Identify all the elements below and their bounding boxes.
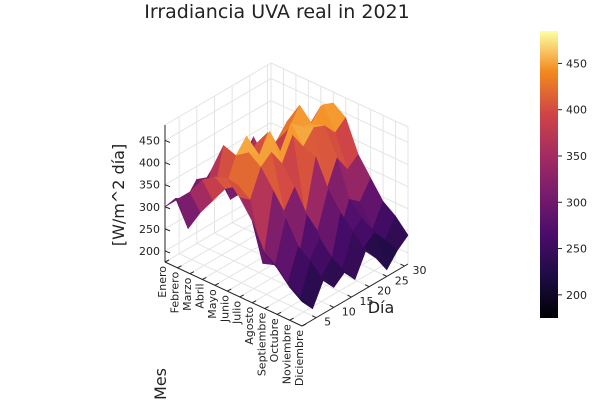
y-tick-mark	[311, 315, 317, 319]
z-axis-label: [W/m^2 día]	[109, 144, 128, 246]
x-tick-label: Febrero	[168, 272, 181, 314]
colorbar-tick-label: 400	[566, 104, 587, 117]
colorbar-tick-label: 350	[566, 150, 587, 163]
x-tick-label: Julio	[231, 301, 244, 325]
surface-mesh	[164, 102, 409, 310]
y-tick-mark	[400, 263, 405, 267]
y-tick-mark	[329, 304, 335, 308]
x-tick-mark	[214, 282, 220, 286]
x-tick-mark	[289, 317, 294, 321]
x-tick-mark	[227, 288, 232, 292]
x-tick-mark	[164, 259, 170, 263]
y-tick-mark	[382, 273, 388, 277]
z-tick-mark	[164, 162, 171, 166]
y-tick-label: 30	[412, 264, 426, 277]
z-tick-label: 400	[139, 157, 160, 170]
x-tick-mark	[276, 311, 282, 315]
x-tick-label: Abril	[193, 283, 206, 308]
x-tick-mark	[264, 306, 269, 309]
z-tick-mark	[164, 250, 171, 254]
z-tick-mark	[164, 228, 171, 232]
grid-line	[164, 78, 272, 141]
y-tick-mark	[347, 294, 352, 298]
x-tick-mark	[202, 277, 207, 280]
x-tick-label: Enero	[156, 266, 169, 298]
z-tick-label: 200	[139, 245, 160, 258]
grid-line	[164, 62, 272, 126]
x-tick-mark	[177, 265, 182, 269]
grid-line	[178, 253, 317, 319]
colorbar-tick-label: 250	[566, 243, 587, 256]
x-tick-mark	[189, 271, 195, 275]
y-tick-label: 5	[324, 316, 331, 329]
x-axis-line	[164, 261, 303, 327]
x-tick-mark	[239, 294, 244, 298]
x-tick-mark	[301, 323, 307, 327]
grid-line	[164, 122, 272, 186]
y-axis-label: Día	[368, 298, 395, 317]
x-tick-label: Mayo	[206, 289, 219, 319]
x-tick-label: Marzo	[181, 277, 194, 311]
colorbar-tick-label: 450	[566, 57, 587, 70]
surface-cell	[289, 286, 313, 310]
axes: 200 250 300 350 400 450 Enero Febrero Marzo Abril…	[139, 125, 426, 386]
x-tick-mark	[251, 300, 257, 304]
x-tick-label: Junio	[218, 295, 231, 323]
x-tick-label: Septiembre	[256, 312, 269, 376]
z-tick-mark	[164, 206, 171, 210]
colorbar-gradient	[540, 31, 558, 318]
grid-line	[164, 100, 272, 163]
y-tick-mark	[364, 284, 370, 288]
z-tick-label: 450	[139, 134, 160, 147]
colorbar: 200 250 300 350 400 450	[540, 31, 587, 318]
y-tick-label: 20	[377, 285, 391, 298]
x-tick-label: Octubre	[268, 318, 281, 362]
grid-line	[270, 62, 409, 128]
x-axis-label: Mes	[151, 368, 170, 400]
z-tick-mark	[164, 184, 171, 188]
x-tick-label: Diciembre	[293, 330, 306, 386]
x-tick-label: Agosto	[243, 306, 256, 344]
z-tick-mark	[164, 140, 171, 143]
chart-title: Irradiancia UVA real in 2021	[144, 1, 409, 23]
z-tick-label: 300	[139, 201, 160, 214]
y-tick-label: 25	[395, 274, 409, 287]
y-axis-line	[301, 263, 409, 327]
grid-line	[289, 257, 396, 321]
z-tick-label: 350	[139, 179, 160, 192]
z-tick-label: 250	[139, 223, 160, 236]
x-tick-label: Noviembre	[281, 324, 294, 384]
y-tick-label: 15	[359, 295, 373, 308]
colorbar-tick-label: 200	[566, 289, 587, 302]
colorbar-tick-label: 300	[566, 196, 587, 209]
y-tick-label: 10	[342, 305, 356, 318]
